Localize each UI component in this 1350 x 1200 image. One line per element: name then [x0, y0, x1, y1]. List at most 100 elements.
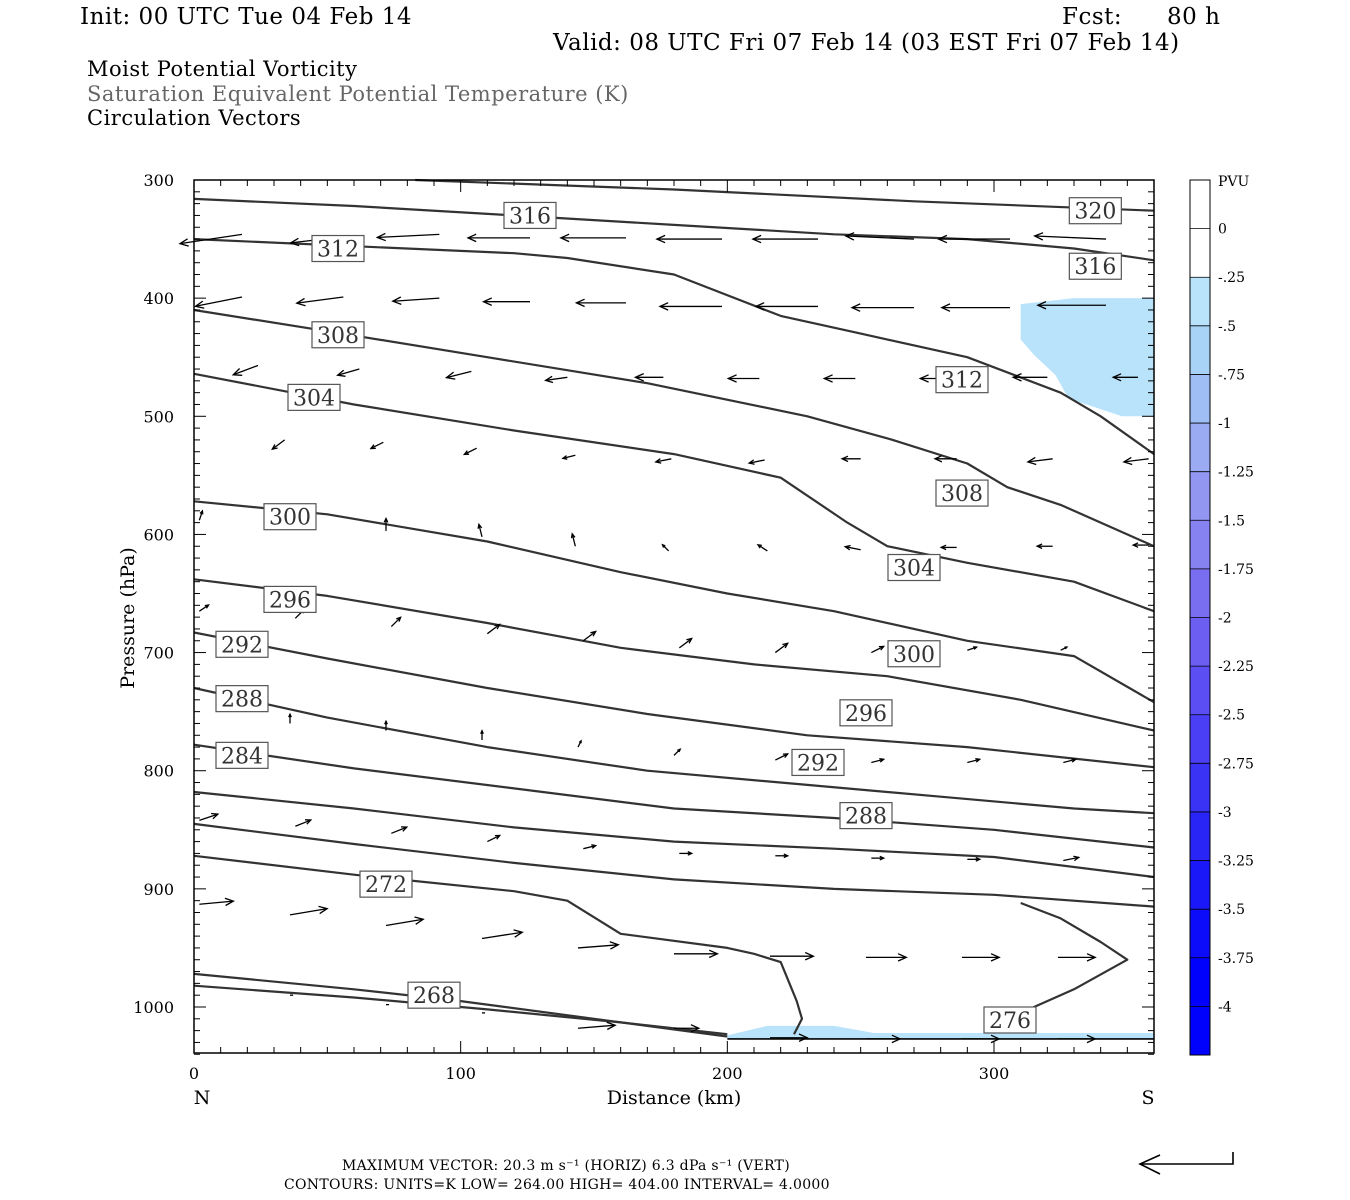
circulation-vector [478, 524, 483, 537]
circulation-vector [195, 296, 243, 307]
y-tick-label: 700 [143, 644, 174, 663]
y-tick-label: 800 [143, 762, 174, 781]
circulation-vector [370, 441, 384, 450]
pv-region-2 [727, 1025, 1154, 1039]
colorbar-label: -2.25 [1218, 659, 1254, 675]
reference-vector [1138, 1152, 1234, 1175]
circulation-vector [377, 233, 440, 239]
circulation-vector [198, 604, 209, 612]
circulation-vector-head [973, 646, 979, 650]
circulation-vector-head [561, 455, 568, 460]
circulation-vector-head [897, 953, 908, 962]
circulation-vector-head [318, 905, 329, 915]
circulation-vector-head [369, 444, 376, 450]
colorbar-cell [1190, 228, 1210, 278]
footer-contour-info: CONTOURS: UNITS=K LOW= 264.00 HIGH= 404.… [284, 1177, 830, 1193]
theta-contour [193, 578, 1155, 732]
contour-label-box [887, 553, 941, 582]
circulation-vector-head [878, 645, 886, 651]
legend-pv: Moist Potential Vorticity [87, 57, 358, 81]
colorbar-cell [1190, 617, 1210, 667]
contour-label: 316 [1074, 255, 1116, 280]
x-tick-label: 200 [712, 1064, 743, 1083]
circulation-vector-head [609, 941, 620, 950]
circulation-vector [577, 944, 619, 949]
circulation-vector [775, 753, 789, 761]
circulation-vector [545, 376, 568, 382]
circulation-vector-head [850, 303, 861, 312]
theta-contour [193, 743, 1155, 849]
circulation-vector-head [444, 371, 456, 380]
circulation-vector-head [756, 543, 762, 549]
contour-label-box [311, 234, 365, 263]
circulation-vector-head [690, 1024, 701, 1033]
colorbar-label: -3.5 [1218, 902, 1245, 918]
circulation-vector-head [1086, 1034, 1097, 1044]
contour-label-box [503, 201, 557, 230]
circulation-vector [1063, 758, 1076, 764]
theta-contour [193, 500, 1155, 704]
circulation-vector-head [1086, 953, 1097, 962]
circulation-vector-head [687, 851, 694, 856]
circulation-vector-head [933, 455, 943, 463]
circulation-vector [385, 918, 424, 927]
valid-time: Valid: 08 UTC Fri 07 Feb 14 (03 EST Fri … [553, 30, 1180, 56]
contour-label-box [407, 981, 461, 1009]
colorbar-label: -.25 [1218, 270, 1245, 286]
theta-contour-layer [193, 178, 1155, 1040]
colorbar-label: -2 [1218, 611, 1232, 627]
contour-label: 312 [941, 369, 983, 394]
colorbar-frame [1189, 179, 1211, 1056]
circulation-vector-head [1071, 757, 1078, 763]
theta-contour [193, 972, 728, 1038]
colorbar-label: -3.25 [1218, 854, 1254, 870]
circulation-vector-head [224, 897, 235, 907]
circulation-vector-head [590, 630, 597, 637]
reference-vector-head [1138, 1154, 1161, 1175]
colorbar-label: -3.75 [1218, 951, 1254, 967]
circulation-vector-head [633, 373, 644, 382]
circulation-vector-head [304, 819, 313, 825]
south-end-label: S [1141, 1087, 1154, 1109]
circulation-vector-head [574, 298, 585, 308]
colorbar-label: -4 [1218, 999, 1232, 1015]
circulation-vector-head [747, 459, 755, 465]
contour-label-box [215, 741, 269, 769]
contour-label: 308 [941, 482, 983, 507]
circulation-vector-head [1035, 543, 1043, 550]
circulation-vector-head [677, 748, 682, 753]
reference-vector-arrow [1140, 1152, 1234, 1165]
contour-label: 284 [221, 744, 263, 769]
circulation-vector [749, 459, 765, 464]
legend-vectors: Circulation Vectors [87, 106, 302, 130]
circulation-vector [337, 368, 360, 376]
circulation-vector-head [654, 458, 662, 464]
y-tick-label: 1000 [133, 998, 174, 1017]
circulation-vector-head [822, 374, 833, 383]
circulation-vector-head [655, 234, 666, 244]
circulation-vector-head [1131, 542, 1139, 548]
circulation-vector-head [708, 949, 719, 959]
circulation-vector-head [843, 544, 851, 551]
colorbar-title: PVU [1218, 174, 1250, 190]
circulation-vector-head [199, 509, 204, 515]
contour-label-box [287, 383, 341, 411]
circulation-vector-head [940, 303, 951, 312]
circulation-vector-head [591, 844, 598, 849]
y-tick-label: 600 [143, 525, 174, 544]
colorbar-cell [1190, 666, 1210, 715]
circulation-vector-head [544, 375, 554, 384]
circulation-vector [199, 900, 234, 905]
circulation-vector-head [414, 916, 425, 925]
circulation-vector-head [798, 1033, 809, 1042]
circulation-vector-head [559, 233, 570, 243]
circulation-vector-head [804, 951, 815, 961]
circulation-vector-head [336, 369, 346, 377]
circulation-vector-head [891, 1034, 902, 1044]
contour-label: 292 [221, 633, 263, 658]
contour-label: 300 [893, 643, 935, 668]
circulation-vector-head [658, 302, 669, 311]
north-end-label: N [194, 1087, 211, 1109]
circulation-vector [199, 813, 219, 821]
circulation-vector-head [513, 929, 524, 938]
